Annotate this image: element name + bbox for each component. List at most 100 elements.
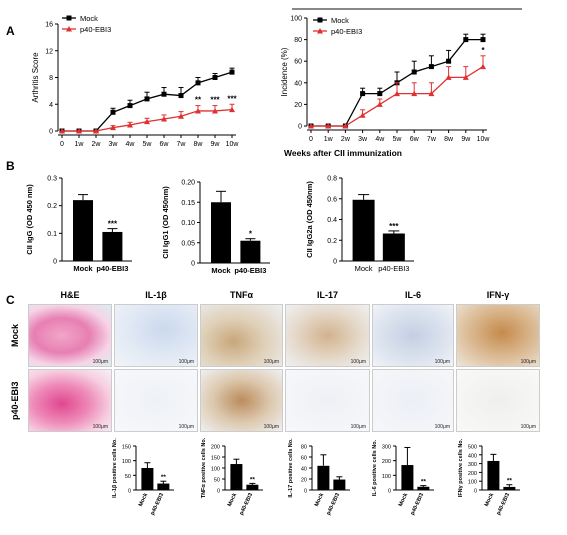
data-point-mock <box>229 69 235 75</box>
y-tick-label: 0.8 <box>327 176 337 183</box>
y-tick-label: 100 <box>122 459 131 465</box>
significance-mark: *** <box>389 222 399 231</box>
y-axis-label: CII IgG (OD 450 nm) <box>25 184 34 255</box>
y-tick-label: 40 <box>301 467 307 473</box>
x-tick-label: 1w <box>324 136 334 143</box>
panel-c-image-grid: H&E IL-1β TNFα IL-17 IL-6 IFN-γ Mock 100μm 100μm… <box>0 290 567 440</box>
y-tick-label: 0 <box>217 489 220 495</box>
y-tick-label: 0.10 <box>181 220 195 227</box>
y-tick-label: 100 <box>290 16 302 23</box>
legend-label-p40: p40-EBI3 <box>80 25 111 34</box>
column-title: IFN-γ <box>486 290 510 300</box>
data-point-p40 <box>428 90 435 97</box>
data-point-p40 <box>212 107 218 114</box>
scale-bar-label: 100μm <box>434 424 450 430</box>
y-tick-label: 0.15 <box>181 200 195 207</box>
category-label: Mock <box>355 264 373 273</box>
x-tick-label: 8w <box>194 141 204 148</box>
category-label: p40-EBI3 <box>96 264 128 273</box>
bar <box>487 460 500 490</box>
y-tick-label: 400 <box>468 453 477 459</box>
data-point-mock <box>161 91 167 97</box>
significance-mark: ** <box>195 96 202 105</box>
data-point-p40 <box>127 121 133 128</box>
category-label: p40-EBI3 <box>234 266 266 275</box>
significance-mark: *** <box>108 220 118 229</box>
x-tick-label: 7w <box>177 141 187 148</box>
data-point-p40 <box>59 128 65 134</box>
histology-image: 100μm <box>114 304 198 367</box>
scale-bar-label: 100μm <box>520 359 536 365</box>
data-point-p40 <box>144 118 150 125</box>
x-tick-label: 5w <box>143 141 153 148</box>
histology-image: 100μm <box>114 369 198 432</box>
data-point-p40 <box>76 128 82 134</box>
y-tick-label: 0 <box>304 489 307 495</box>
data-point-mock <box>428 64 434 70</box>
x-tick-label: 3w <box>109 141 119 148</box>
significance-mark: ** <box>421 479 427 486</box>
bar <box>240 240 261 263</box>
data-point-mock <box>446 58 452 64</box>
y-tick-label: 150 <box>122 445 131 451</box>
y-axis-label: IL-1β positive cells No. <box>112 438 118 498</box>
category-label: p40-EBI3 <box>410 492 425 516</box>
bar <box>246 484 259 490</box>
category-label: Mock <box>138 491 150 507</box>
bar <box>333 479 346 490</box>
x-tick-label: 2w <box>92 141 102 148</box>
y-tick-label: 0 <box>474 489 477 495</box>
row-title: p40-EBI3 <box>10 381 20 420</box>
y-axis-label: CII IgG1 (OD 450nm) <box>161 186 170 259</box>
significance-mark: * <box>249 230 253 239</box>
category-label: p40-EBI3 <box>150 492 165 516</box>
column-title: TNFα <box>229 290 254 300</box>
data-point-mock <box>480 37 486 43</box>
y-tick-label: 50 <box>125 474 131 480</box>
data-point-p40 <box>110 124 116 131</box>
bar <box>352 199 375 261</box>
legend-label-mock: Mock <box>80 14 98 23</box>
column-title: IL-1β <box>145 290 167 300</box>
histology-image: 100μm <box>285 304 370 367</box>
histology-image: 100μm <box>285 369 370 432</box>
category-label: Mock <box>211 266 231 275</box>
x-tick-label: 9w <box>211 141 221 148</box>
y-axis-label: TNFα positive cells No. <box>201 437 207 498</box>
y-tick-label: 500 <box>468 445 477 451</box>
y-tick-label: 100 <box>211 467 220 473</box>
scale-bar-label: 100μm <box>263 424 279 430</box>
scale-bar-label: 100μm <box>350 359 366 365</box>
histology-image: 100μm <box>200 369 283 432</box>
histology-image: 100μm <box>456 304 540 367</box>
x-tick-label: 4w <box>375 136 385 143</box>
y-tick-label: 80 <box>301 445 307 451</box>
x-tick-label: 5w <box>393 136 403 143</box>
x-tick-label: 6w <box>410 136 420 143</box>
scale-bar-label: 100μm <box>178 424 194 430</box>
bar <box>211 202 231 263</box>
y-tick-label: 4 <box>49 102 53 109</box>
bar <box>102 231 123 261</box>
data-point-p40 <box>462 74 469 80</box>
y-tick-label: 50 <box>214 478 220 484</box>
data-point-p40 <box>308 123 314 129</box>
significance-mark: ** <box>507 478 513 485</box>
data-point-mock <box>144 96 150 102</box>
bar <box>230 464 243 490</box>
y-tick-label: 0.3 <box>47 176 57 183</box>
scale-bar-label: 100μm <box>92 424 108 430</box>
x-tick-label: 8w <box>444 136 454 143</box>
y-tick-label: 300 <box>382 445 391 451</box>
y-tick-label: 0 <box>53 259 57 266</box>
y-tick-label: 0.2 <box>327 238 337 245</box>
category-label: p40-EBI3 <box>239 492 254 516</box>
y-tick-label: 100 <box>382 474 391 480</box>
category-label: p40-EBI3 <box>496 492 511 516</box>
y-tick-label: 80 <box>294 37 302 44</box>
column-title: IL-17 <box>316 290 338 300</box>
significance-mark: * <box>481 46 485 55</box>
y-axis-label: Incidence (%) <box>280 47 289 96</box>
histology-image: 100μm <box>456 369 540 432</box>
y-tick-label: 16 <box>45 22 53 29</box>
